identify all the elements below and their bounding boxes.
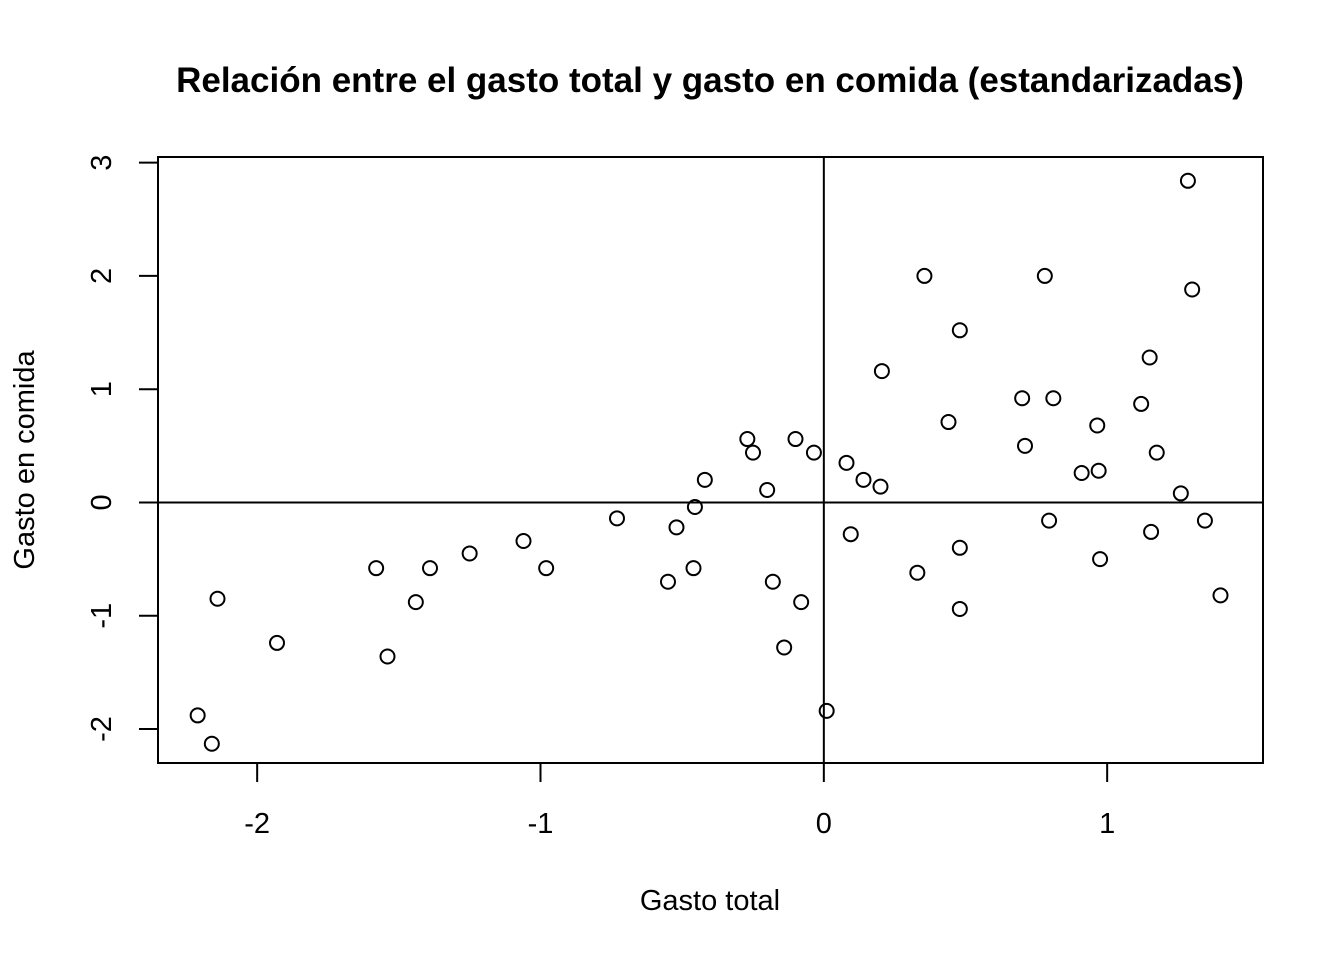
data-point [855, 471, 872, 488]
data-point [1092, 551, 1109, 568]
data-point [818, 702, 835, 719]
data-points [189, 172, 1229, 752]
data-point [1148, 444, 1165, 461]
data-point [696, 471, 713, 488]
data-point [1036, 267, 1053, 284]
data-point [203, 735, 220, 752]
data-point [787, 431, 804, 448]
data-point [951, 600, 968, 617]
data-point [609, 510, 625, 527]
x-tick-label: -2 [244, 808, 270, 840]
data-point [745, 444, 761, 461]
data-point [189, 707, 206, 724]
data-point [951, 539, 968, 556]
data-point [805, 444, 822, 461]
x-axis-label: Gasto total [640, 885, 780, 917]
y-tick-label: 3 [86, 155, 118, 171]
data-point [838, 454, 855, 471]
data-point [538, 560, 555, 577]
data-point [793, 594, 810, 611]
y-tick-label: 1 [86, 381, 118, 397]
data-point [368, 560, 385, 577]
reference-lines [158, 157, 1263, 763]
data-point [873, 363, 890, 380]
data-point [1073, 465, 1090, 482]
y-tick-label: 0 [86, 494, 118, 510]
data-point [461, 545, 478, 562]
data-point [1179, 172, 1196, 189]
data-point [940, 414, 957, 431]
data-point [1143, 523, 1160, 540]
x-tick-label: 1 [1099, 808, 1115, 840]
data-point [1133, 395, 1150, 412]
data-point [1172, 485, 1189, 502]
data-point [916, 267, 933, 284]
data-point [407, 594, 424, 611]
x-axis: -2 -1 0 1 [244, 762, 1115, 840]
data-point [1090, 462, 1107, 479]
y-tick-label: 2 [86, 268, 118, 284]
data-point [269, 634, 285, 651]
y-axis-label: Gasto en comida [9, 350, 41, 570]
x-tick-label: -1 [528, 808, 554, 840]
data-point [764, 573, 781, 590]
data-point [1089, 417, 1106, 434]
data-point [1017, 437, 1033, 454]
data-point [1212, 587, 1229, 604]
y-tick-label: -1 [86, 603, 118, 629]
data-point [1196, 512, 1213, 529]
data-point [872, 478, 889, 495]
data-point [686, 499, 703, 516]
data-point [685, 560, 702, 577]
data-point [842, 526, 859, 543]
data-point [1184, 281, 1201, 298]
chart-title: Relación entre el gasto total y gasto en… [176, 61, 1244, 100]
data-point [759, 482, 776, 499]
data-point [1014, 390, 1031, 407]
data-point [515, 532, 532, 549]
data-point [209, 590, 226, 607]
data-point [660, 573, 676, 590]
data-point [1045, 390, 1062, 407]
data-point [422, 560, 438, 577]
y-tick-label: -2 [86, 716, 118, 742]
data-point [668, 519, 685, 536]
data-point [739, 431, 756, 448]
data-point [1141, 349, 1158, 366]
y-axis: -2 -1 0 1 2 3 [86, 155, 159, 742]
data-point [951, 322, 968, 339]
plot-frame [157, 156, 1264, 764]
data-point [1041, 512, 1058, 529]
data-point [909, 564, 926, 581]
data-point [379, 648, 396, 665]
data-point [776, 639, 793, 656]
x-tick-label: 0 [816, 808, 832, 840]
